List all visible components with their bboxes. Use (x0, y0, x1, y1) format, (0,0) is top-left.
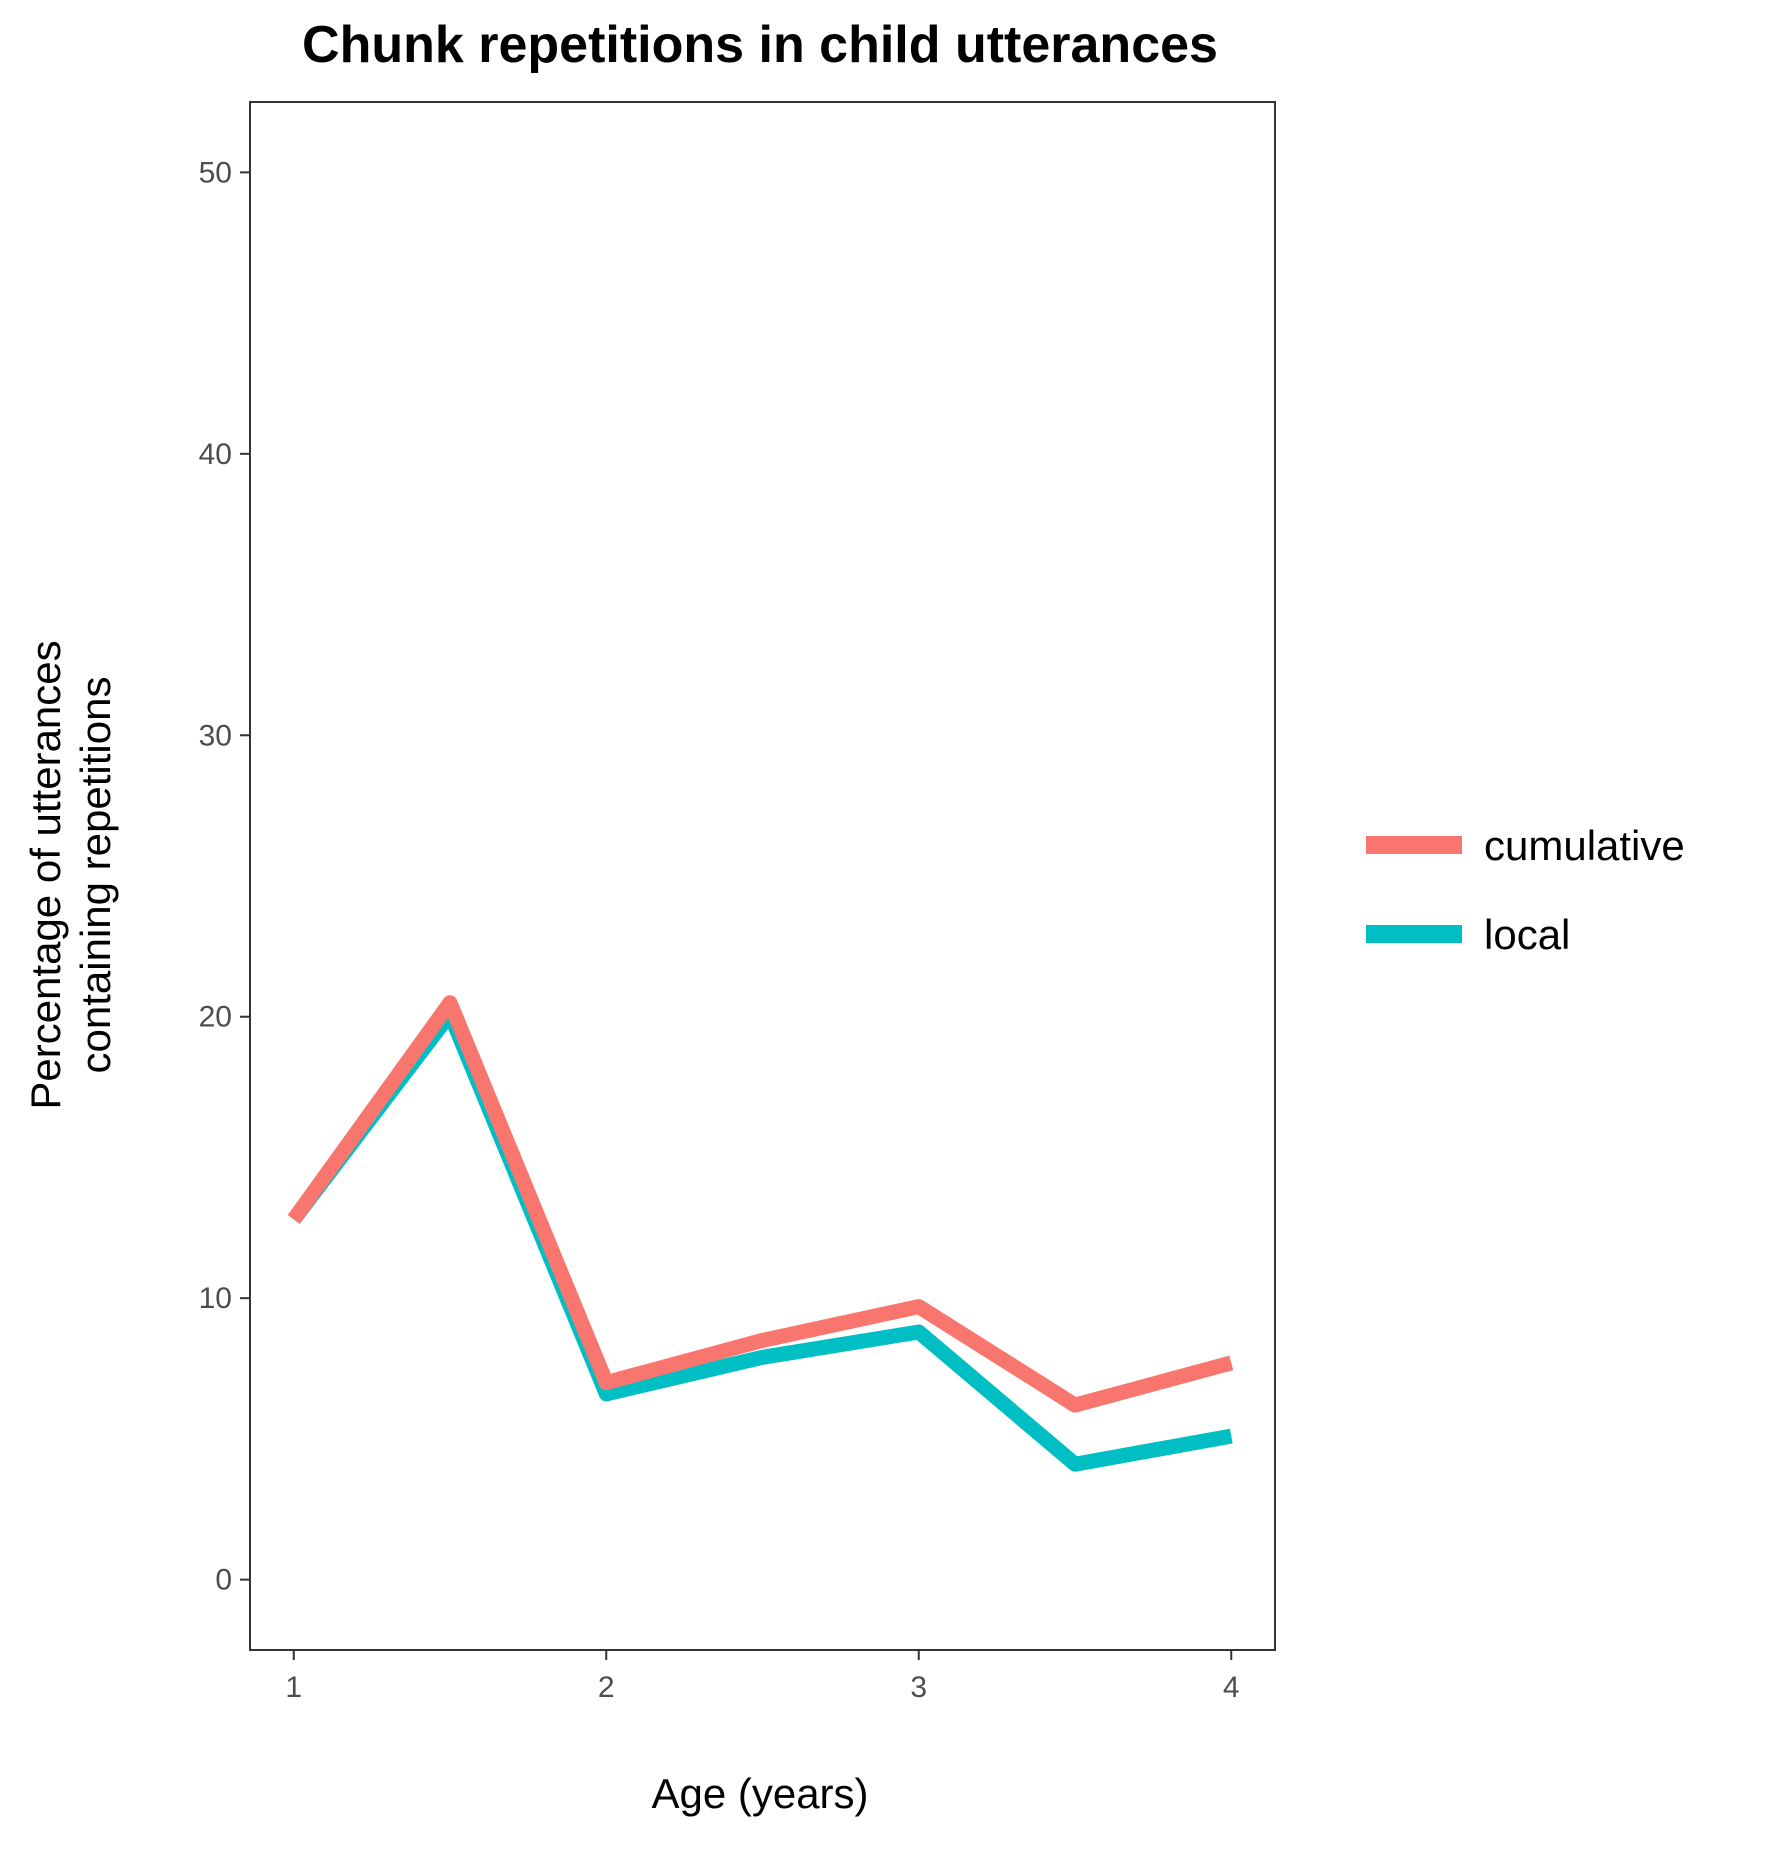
y-tick-label: 40 (199, 438, 232, 471)
y-axis-title: Percentage of utterances containing repe… (22, 640, 119, 1109)
series-line-cumulative (287, 995, 1234, 1413)
x-tick-label: 1 (285, 1671, 302, 1704)
legend-label-cumulative: cumulative (1484, 822, 1685, 869)
x-tick-label: 2 (598, 1671, 615, 1704)
y-tick-label: 50 (199, 156, 232, 189)
y-tick-label: 0 (215, 1564, 232, 1597)
y-tick-label: 10 (199, 1282, 232, 1315)
chart-title: Chunk repetitions in child utterances (302, 16, 1218, 74)
y-axis-title-line-1: Percentage of utterances (22, 640, 69, 1109)
panel-border (249, 101, 1276, 1651)
legend: cumulative local (1366, 822, 1685, 958)
x-axis: 1 2 3 4 (285, 1650, 1240, 1704)
y-axis-title-line-2: containing repetitions (72, 677, 119, 1074)
x-tick-label: 3 (910, 1671, 927, 1704)
legend-label-local: local (1484, 911, 1570, 958)
x-tick-label: 4 (1223, 1671, 1240, 1704)
y-tick-label: 30 (199, 719, 232, 752)
x-axis-title: Age (years) (651, 1770, 868, 1817)
plot-area (287, 995, 1234, 1472)
y-axis: 0 10 20 30 40 50 (199, 156, 250, 1597)
y-tick-label: 20 (199, 1001, 232, 1034)
